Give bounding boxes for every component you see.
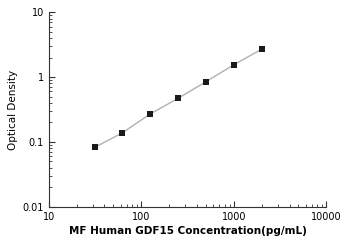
Point bbox=[92, 145, 97, 149]
Point bbox=[147, 112, 153, 116]
Point bbox=[259, 47, 265, 51]
Point bbox=[175, 96, 181, 100]
Point bbox=[120, 131, 125, 135]
Point bbox=[203, 80, 209, 84]
X-axis label: MF Human GDF15 Concentration(pg/mL): MF Human GDF15 Concentration(pg/mL) bbox=[69, 226, 307, 236]
Y-axis label: Optical Density: Optical Density bbox=[8, 70, 18, 150]
Point bbox=[231, 63, 237, 67]
